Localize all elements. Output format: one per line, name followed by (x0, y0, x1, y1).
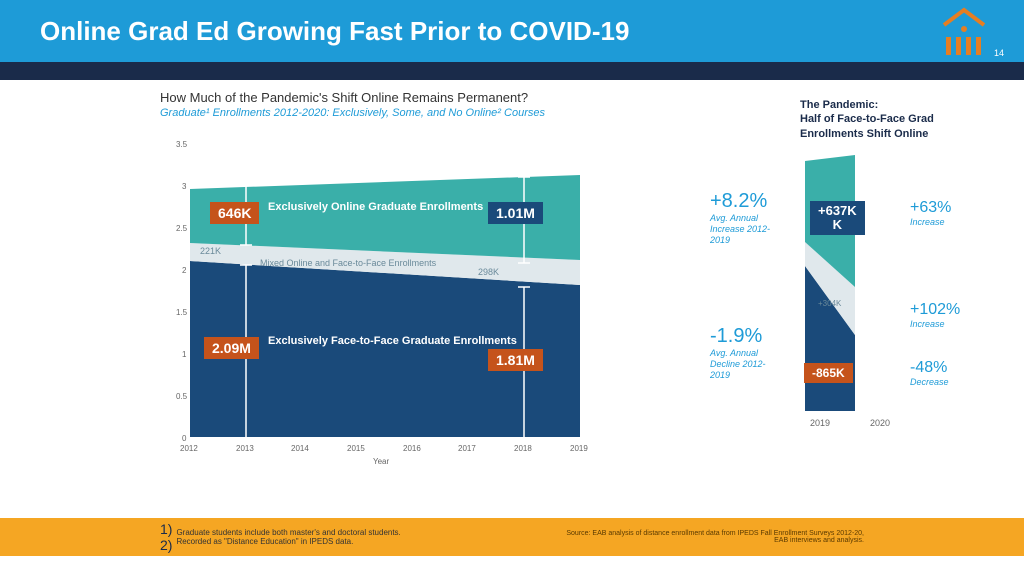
pandemic-online-badge: +637KK (810, 201, 865, 236)
f2f-series-label: Exclusively Face-to-Face Graduate Enroll… (268, 335, 517, 347)
mixed-start-label: 221K (200, 246, 221, 256)
svg-text:0.5: 0.5 (176, 392, 188, 401)
online-growth-label: Avg. Annual Increase 2012-2019 (710, 213, 780, 245)
pandemic-online-stat: +63% Increase (910, 199, 951, 227)
svg-text:1: 1 (182, 350, 187, 359)
online-start-badge: 646K (210, 202, 259, 224)
svg-text:3.5: 3.5 (176, 140, 188, 149)
f2f-decline-label: Avg. Annual Decline 2012-2019 (710, 348, 780, 380)
svg-text:2: 2 (182, 266, 187, 275)
f2f-end-badge: 1.81M (488, 349, 543, 371)
pandemic-mixed-label: +304K (818, 299, 841, 308)
mixed-series-label: Mixed Online and Face-to-Face Enrollment… (260, 258, 436, 268)
institution-logo-icon (934, 5, 994, 60)
mixed-end-label: 298K (478, 267, 499, 277)
stats-column: +8.2% Avg. Annual Increase 2012-2019 -1.… (700, 90, 780, 518)
f2f-decline-stat: -1.9% Avg. Annual Decline 2012-2019 (710, 325, 780, 380)
svg-text:2020: 2020 (870, 418, 890, 428)
svg-text:2018: 2018 (514, 444, 532, 453)
source-attribution: Source: EAB analysis of distance enrollm… (564, 530, 864, 544)
pandemic-f2f-stat: -48% Decrease (910, 359, 949, 387)
footnote-1: Graduate students include both master's … (176, 528, 400, 537)
svg-text:2019: 2019 (810, 418, 830, 428)
svg-text:2.5: 2.5 (176, 224, 188, 233)
svg-text:3: 3 (182, 182, 187, 191)
svg-text:2015: 2015 (347, 444, 365, 453)
svg-text:1.5: 1.5 (176, 308, 188, 317)
svg-text:2013: 2013 (236, 444, 254, 453)
online-series-label: Exclusively Online Graduate Enrollments (268, 201, 483, 213)
pandemic-f2f-badge: -865K (804, 363, 853, 383)
chart-title: How Much of the Pandemic's Shift Online … (160, 90, 700, 105)
footnote-2: Recorded as "Distance Education" in IPED… (176, 537, 400, 546)
slide-title: Online Grad Ed Growing Fast Prior to COV… (40, 16, 629, 47)
chart-subtitle: Graduate¹ Enrollments 2012-2020: Exclusi… (160, 107, 700, 119)
footnotes: 1)2) Graduate students include both mast… (160, 521, 401, 553)
pandemic-chart-title: The Pandemic: Half of Face-to-Face Grad … (800, 98, 990, 141)
online-end-badge: 1.01M (488, 202, 543, 224)
svg-text:2016: 2016 (403, 444, 421, 453)
svg-text:2017: 2017 (458, 444, 476, 453)
main-chart-panel: How Much of the Pandemic's Shift Online … (160, 90, 700, 518)
slide-footer: 1)2) Graduate students include both mast… (0, 518, 1024, 556)
svg-text:2014: 2014 (291, 444, 309, 453)
stacked-area-chart: 0 0.5 1 1.5 2 2.5 3 3.5 (160, 127, 590, 467)
pandemic-panel: The Pandemic: Half of Face-to-Face Grad … (780, 90, 990, 518)
pandemic-slope-chart: 2019 2020 +637KK +304K -865K +63% Increas… (800, 151, 980, 431)
content-area: How Much of the Pandemic's Shift Online … (0, 80, 1024, 518)
online-growth-value: +8.2% (710, 190, 780, 213)
page-number: 14 (994, 48, 1004, 58)
subheader-bar (0, 62, 1024, 80)
pandemic-mixed-stat: +102% Increase (910, 301, 960, 329)
svg-text:Year: Year (373, 457, 390, 466)
f2f-start-badge: 2.09M (204, 337, 259, 359)
footnote-marker-icon: 1)2) (160, 521, 172, 553)
svg-text:2012: 2012 (180, 444, 198, 453)
svg-text:2019: 2019 (570, 444, 588, 453)
online-growth-stat: +8.2% Avg. Annual Increase 2012-2019 (710, 190, 780, 245)
f2f-decline-value: -1.9% (710, 325, 780, 348)
svg-text:0: 0 (182, 434, 187, 443)
slide-header: Online Grad Ed Growing Fast Prior to COV… (0, 0, 1024, 62)
